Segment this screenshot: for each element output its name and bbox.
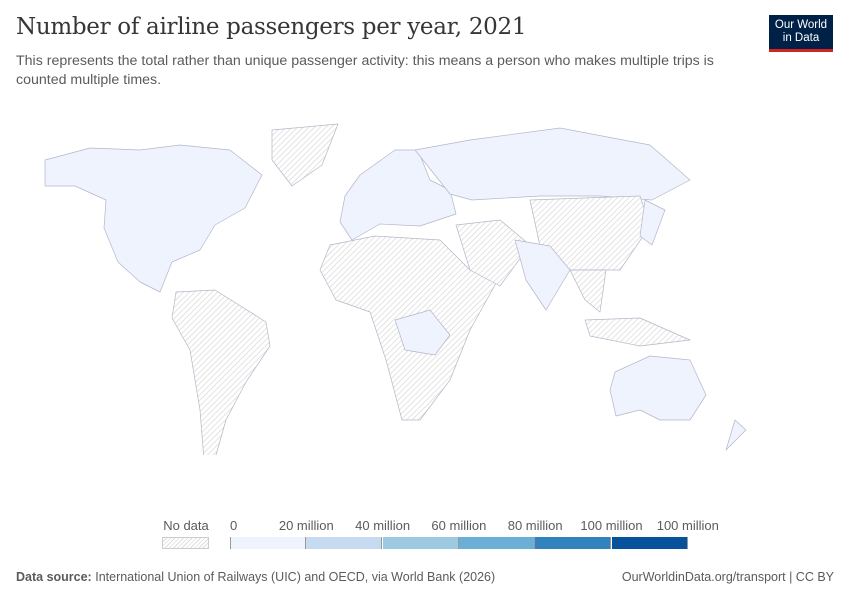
region-japan[interactable]	[639, 199, 666, 246]
legend-tick-label: 100 million	[656, 518, 719, 533]
region-indonesia[interactable]	[584, 317, 691, 347]
region-russia[interactable]	[414, 127, 691, 201]
legend-tick-label: 60 million	[431, 518, 487, 533]
legend-bin[interactable]	[611, 537, 688, 549]
region-dr-congo[interactable]	[394, 309, 451, 356]
region-southeast-asia[interactable]	[569, 269, 607, 313]
legend-bin[interactable]	[535, 537, 612, 549]
region-new-zealand[interactable]	[725, 419, 747, 451]
legend-tick-label: 0	[230, 518, 238, 533]
data-source: Data source: International Union of Rail…	[16, 570, 495, 584]
region-north-america[interactable]	[44, 144, 263, 293]
source-text: International Union of Railways (UIC) an…	[95, 570, 496, 584]
legend-bin[interactable]	[382, 537, 459, 549]
region-south-america[interactable]	[171, 289, 271, 455]
legend-bin[interactable]	[458, 537, 535, 549]
chart-subtitle: This represents the total rather than un…	[16, 53, 714, 88]
legend-tick-label: 100 million	[580, 518, 643, 533]
chart-title: Number of airline passengers per year, 2…	[16, 14, 527, 40]
legend-bin[interactable]	[230, 537, 306, 549]
legend-tick-label: 40 million	[355, 518, 411, 533]
map-legend: No data 0 20 million 40 million 60 million 8…	[0, 515, 850, 555]
region-australia[interactable]	[609, 355, 707, 421]
world-map	[44, 123, 747, 455]
region-europe[interactable]	[339, 149, 457, 241]
legend-no-data-swatch[interactable]	[162, 537, 209, 549]
region-greenland[interactable]	[271, 123, 339, 187]
legend-no-data-label: No data	[163, 518, 209, 533]
region-middle-east[interactable]	[455, 219, 531, 287]
source-label: Data source:	[16, 570, 92, 584]
legend-tick-label: 20 million	[278, 518, 334, 533]
legend-tick-label: 80 million	[507, 518, 563, 533]
legend-bin[interactable]	[306, 537, 383, 549]
footer-link[interactable]: OurWorldinData.org/transport | CC BY	[621, 570, 834, 584]
region-india[interactable]	[514, 239, 571, 311]
owid-logo[interactable]: Our World in Data	[769, 15, 833, 52]
